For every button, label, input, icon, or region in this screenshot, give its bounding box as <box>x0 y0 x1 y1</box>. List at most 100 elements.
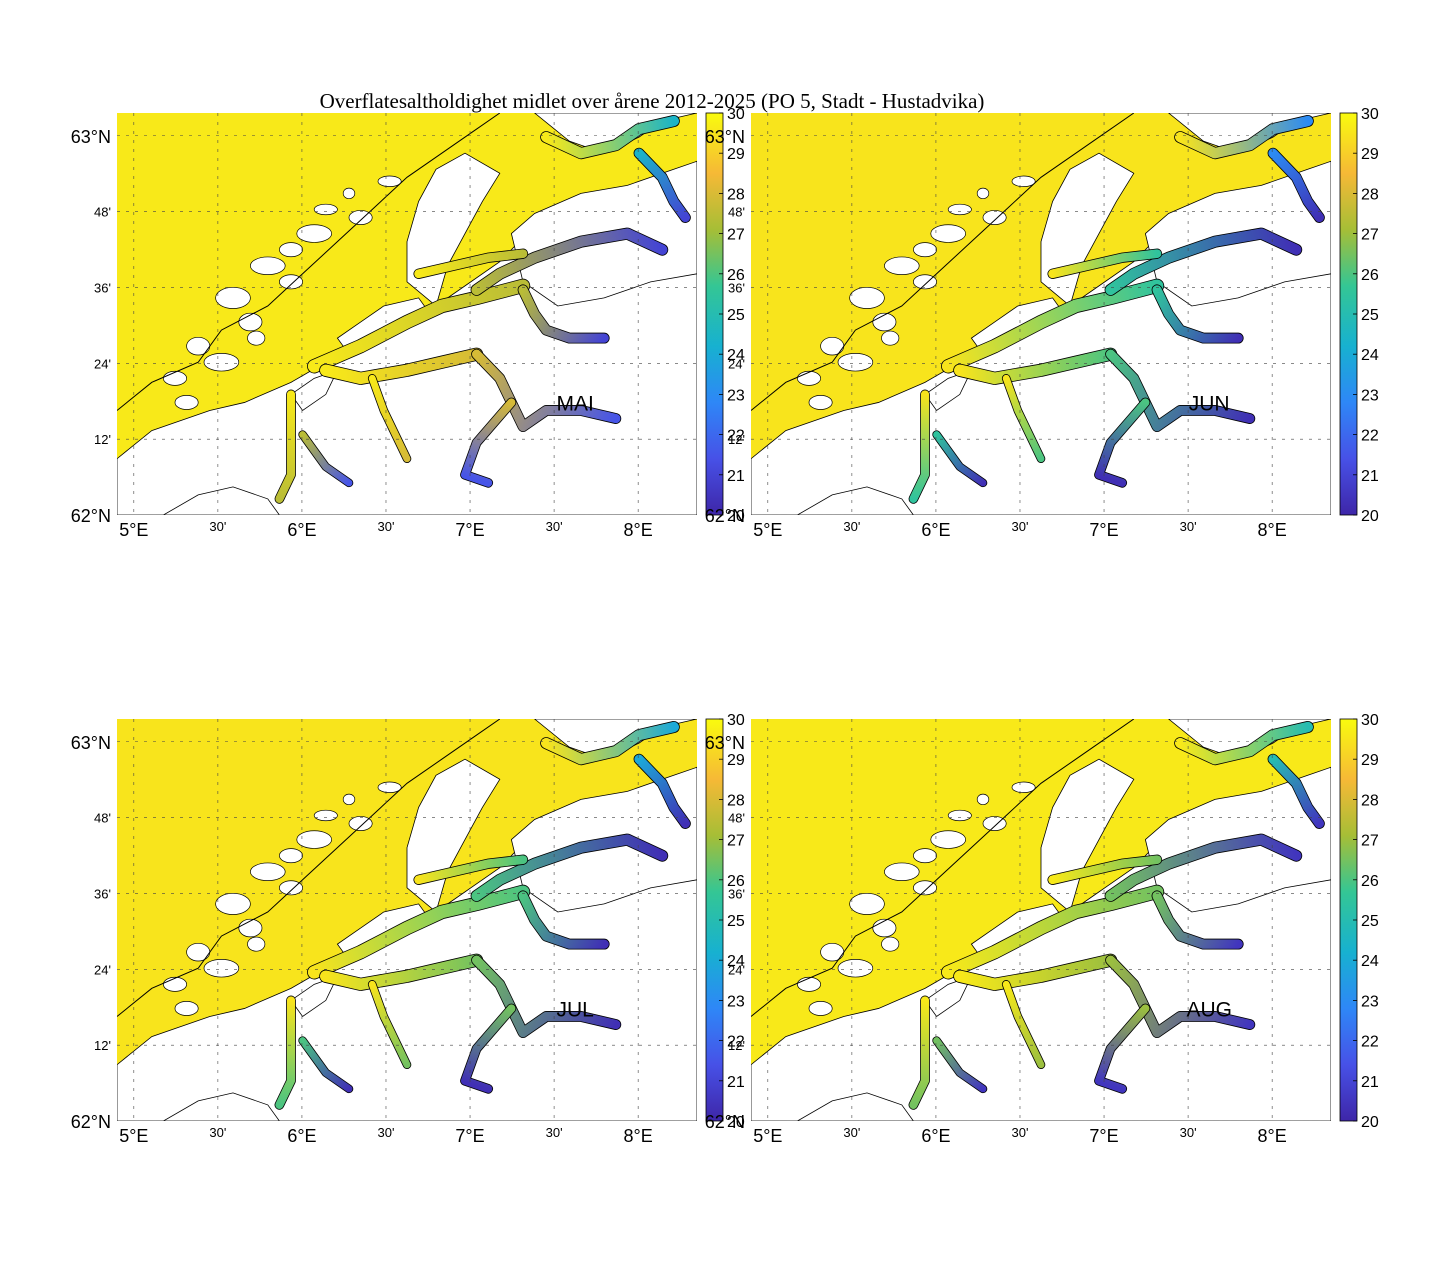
lat-tick-label: 48' <box>94 205 111 220</box>
fjord-north-fjords <box>540 721 680 765</box>
lon-tick-label: 30' <box>1180 519 1197 534</box>
fjord-storfjord-mid <box>909 390 930 503</box>
lon-tick-label: 5°E <box>119 520 148 540</box>
island <box>837 353 874 372</box>
land-mass <box>162 1092 280 1121</box>
fjord-storfjord-inner <box>1105 834 1302 902</box>
colorbar-tick-label: 21 <box>727 1074 745 1091</box>
colorbar-tick-label: 24 <box>1361 953 1379 970</box>
island <box>238 312 263 332</box>
island <box>930 830 966 849</box>
lon-tick-label: 6°E <box>287 1126 316 1146</box>
lon-tick-label: 7°E <box>1089 1126 1118 1146</box>
island <box>947 203 972 216</box>
colorbar-tick-label: 28 <box>1361 792 1379 809</box>
fjord-romsdal-inner <box>299 1037 353 1093</box>
island <box>313 203 338 216</box>
colorbar-tick-label: 20 <box>727 508 745 525</box>
island <box>884 862 920 881</box>
fjord-storfjord-mid <box>414 855 528 885</box>
lat-tick-label: 63°N <box>71 733 111 753</box>
lat-tick-label: 12' <box>728 1038 745 1053</box>
lon-tick-label: 5°E <box>119 1126 148 1146</box>
island <box>348 816 373 831</box>
colorbar-tick-label: 26 <box>1361 267 1379 284</box>
fjord-romsdal-mid <box>954 348 1117 385</box>
fjord-storfjord-mid <box>941 279 1164 373</box>
island <box>913 880 937 896</box>
land-mass <box>796 486 914 515</box>
lon-tick-label: 7°E <box>455 520 484 540</box>
fjord-storfjord-mid <box>275 390 296 503</box>
lat-tick-label: 12' <box>94 1038 111 1053</box>
island <box>215 286 251 309</box>
island <box>186 942 211 962</box>
island <box>203 959 240 978</box>
month-label: AUG <box>1186 998 1232 1021</box>
fjord-romsdal-mid <box>954 954 1117 991</box>
island <box>1011 175 1036 187</box>
colorbar-tick-label: 22 <box>1361 1034 1379 1051</box>
lat-tick-label: 63°N <box>71 127 111 147</box>
island <box>884 256 920 275</box>
fjord-storfjord-mid <box>909 996 930 1109</box>
island <box>247 330 266 346</box>
colorbar-tick-label: 27 <box>1361 833 1379 850</box>
fjord-romsdal-mid <box>1002 374 1045 463</box>
fjord-romsdal-mid <box>368 374 411 463</box>
island <box>250 256 286 275</box>
colorbar-tick-label: 28 <box>727 792 745 809</box>
lon-tick-label: 7°E <box>455 1126 484 1146</box>
lon-tick-label: 6°E <box>287 520 316 540</box>
lon-tick-label: 30' <box>1012 519 1029 534</box>
island <box>348 210 373 225</box>
colorbar-tick-label: 27 <box>1361 227 1379 244</box>
island <box>342 793 356 806</box>
fjord-north-fjords <box>1174 721 1314 765</box>
colorbar-tick-label: 23 <box>727 387 745 404</box>
lat-tick-label: 48' <box>94 811 111 826</box>
colorbar-tick-label: 24 <box>727 347 745 364</box>
fjord-north-fjords <box>1174 115 1314 159</box>
island <box>296 830 332 849</box>
land-mass <box>162 486 280 515</box>
colorbar-tick-label: 24 <box>727 953 745 970</box>
island <box>238 918 263 938</box>
island <box>913 242 937 258</box>
lat-tick-label: 62°N <box>71 506 111 526</box>
colorbar-tick-label: 21 <box>1361 468 1379 485</box>
lat-tick-label: 36' <box>728 280 745 295</box>
island <box>797 976 821 992</box>
fjord-romsdal-mid <box>320 954 483 991</box>
fjord-romsdal-inner <box>1105 955 1255 1038</box>
lat-tick-label: 62°N <box>71 1112 111 1132</box>
colorbar-tick-label: 23 <box>1361 993 1379 1010</box>
lat-tick-label: 12' <box>94 432 111 447</box>
island <box>247 936 266 952</box>
map-panel-jul: 5°E 30' 6°E 30' 7°E 30' 8°E 62°N 12' 24' 36' 48' 63°… <box>71 712 745 1146</box>
colorbar-tick-label: 20 <box>1361 1114 1379 1131</box>
fjord-storfjord-inner <box>471 228 668 296</box>
island <box>808 1001 833 1016</box>
colorbar-tick-label: 30 <box>1361 712 1379 729</box>
fjord-romsdal-inner <box>471 955 621 1038</box>
fjord-storfjord-inner <box>1268 148 1325 223</box>
island <box>976 187 990 200</box>
fjord-romsdal-inner <box>1094 1004 1150 1093</box>
lon-tick-label: 30' <box>378 519 395 534</box>
colorbar-tick-label: 20 <box>1361 508 1379 525</box>
island <box>174 395 199 410</box>
colorbar-tick-label: 22 <box>727 428 745 445</box>
lon-tick-label: 8°E <box>1258 520 1287 540</box>
boundary-line <box>117 719 501 1017</box>
colorbar-tick-label: 20 <box>727 1114 745 1131</box>
lat-tick-label: 48' <box>728 811 745 826</box>
fjord-storfjord-mid <box>941 885 1164 979</box>
island <box>837 959 874 978</box>
island <box>186 336 211 356</box>
lon-tick-label: 30' <box>378 1125 395 1140</box>
island <box>982 210 1007 225</box>
island <box>797 370 821 386</box>
island <box>174 1001 199 1016</box>
island <box>279 848 303 864</box>
